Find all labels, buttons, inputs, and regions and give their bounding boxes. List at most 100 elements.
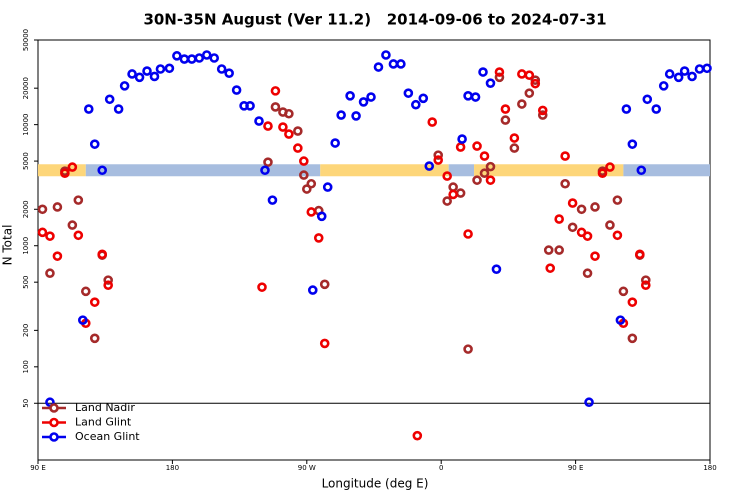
point bbox=[621, 104, 632, 114]
point bbox=[537, 105, 548, 116]
y-tick-label: 500 bbox=[22, 275, 30, 288]
x-tick-label: 90 E bbox=[568, 464, 584, 472]
point bbox=[254, 116, 264, 126]
point bbox=[245, 101, 255, 111]
point bbox=[187, 54, 197, 64]
point bbox=[560, 151, 570, 161]
point bbox=[301, 184, 312, 194]
point bbox=[455, 142, 466, 152]
point bbox=[517, 69, 527, 79]
point bbox=[113, 104, 124, 114]
point bbox=[345, 91, 355, 101]
point bbox=[517, 99, 527, 109]
point bbox=[636, 165, 647, 176]
point bbox=[103, 275, 113, 285]
point bbox=[224, 68, 234, 78]
point bbox=[448, 182, 458, 192]
y-tick-label: 20000 bbox=[22, 77, 30, 99]
point bbox=[267, 195, 278, 205]
point bbox=[442, 196, 452, 206]
point bbox=[149, 71, 160, 82]
point bbox=[60, 168, 70, 179]
point bbox=[45, 268, 55, 279]
point bbox=[491, 264, 502, 274]
point bbox=[530, 78, 541, 89]
point bbox=[448, 189, 458, 200]
point bbox=[494, 67, 505, 77]
point bbox=[485, 78, 496, 88]
point bbox=[612, 230, 623, 241]
point bbox=[478, 67, 488, 77]
point bbox=[702, 63, 712, 74]
point bbox=[319, 338, 330, 349]
point bbox=[463, 344, 473, 354]
point bbox=[545, 263, 556, 273]
point bbox=[322, 182, 333, 192]
legend-marker bbox=[49, 417, 59, 428]
point bbox=[651, 104, 662, 114]
point bbox=[590, 251, 600, 261]
x-tick-label: 180 bbox=[703, 464, 716, 472]
point bbox=[155, 64, 166, 74]
point bbox=[679, 66, 690, 76]
x-tick-label: 180 bbox=[166, 464, 179, 472]
point bbox=[479, 151, 490, 161]
point bbox=[576, 204, 587, 215]
point bbox=[582, 231, 593, 241]
point bbox=[418, 93, 429, 104]
y-tick-label: 200 bbox=[22, 324, 30, 337]
point bbox=[119, 81, 130, 91]
point bbox=[67, 162, 78, 172]
point bbox=[351, 111, 361, 121]
point bbox=[172, 51, 182, 61]
point bbox=[381, 50, 391, 60]
point bbox=[411, 99, 421, 110]
point bbox=[412, 430, 423, 441]
point bbox=[433, 150, 444, 160]
legend-label: Ocean Glint bbox=[75, 430, 140, 443]
point bbox=[358, 97, 369, 107]
point bbox=[319, 279, 330, 290]
point bbox=[97, 165, 108, 176]
y-tick-label: 2000 bbox=[22, 200, 30, 218]
point bbox=[201, 50, 212, 60]
point bbox=[179, 54, 190, 64]
point bbox=[463, 91, 473, 101]
point bbox=[567, 198, 578, 208]
point bbox=[89, 297, 100, 307]
point bbox=[554, 214, 564, 224]
point bbox=[479, 168, 490, 179]
point bbox=[89, 333, 100, 344]
point bbox=[270, 102, 281, 112]
point bbox=[673, 72, 684, 83]
point bbox=[83, 104, 94, 114]
point bbox=[73, 230, 84, 241]
point bbox=[687, 71, 697, 82]
point bbox=[640, 280, 651, 291]
chart-title: 30N-35N August (Ver 11.2) 2014-09-06 to … bbox=[143, 11, 606, 29]
point bbox=[260, 165, 270, 176]
point bbox=[278, 122, 288, 132]
x-axis-label: Longitude (deg E) bbox=[322, 477, 429, 491]
x-tick-label: 90 E bbox=[30, 464, 46, 472]
point bbox=[605, 220, 615, 230]
point bbox=[52, 251, 63, 261]
point bbox=[537, 110, 548, 120]
point bbox=[509, 133, 520, 143]
point bbox=[590, 202, 600, 212]
point bbox=[509, 143, 520, 153]
point bbox=[164, 63, 175, 74]
point bbox=[270, 86, 281, 96]
plot-frame bbox=[37, 39, 711, 461]
point bbox=[263, 121, 273, 131]
y-tick-label: 100 bbox=[22, 360, 30, 373]
point bbox=[694, 64, 705, 74]
point bbox=[605, 162, 615, 172]
point bbox=[485, 175, 496, 185]
band-segment bbox=[474, 164, 624, 177]
point bbox=[403, 88, 414, 98]
point bbox=[336, 110, 346, 120]
y-tick-label: 50000 bbox=[22, 29, 30, 51]
point bbox=[543, 245, 554, 255]
